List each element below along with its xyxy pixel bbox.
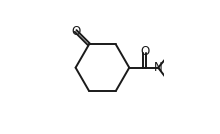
Text: O: O <box>140 45 149 58</box>
Text: N: N <box>154 61 163 74</box>
Text: O: O <box>71 25 80 38</box>
